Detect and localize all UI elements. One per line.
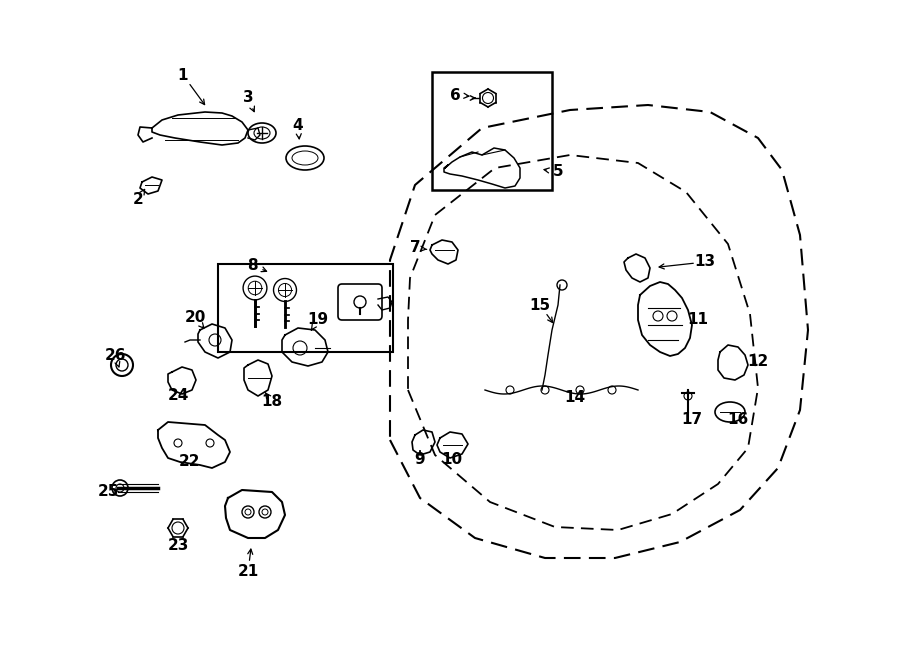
Text: 20: 20 — [184, 311, 206, 325]
Text: 4: 4 — [292, 118, 303, 132]
Text: 8: 8 — [247, 258, 257, 272]
Text: 19: 19 — [308, 313, 328, 327]
Text: 18: 18 — [261, 395, 283, 410]
Text: 17: 17 — [681, 412, 703, 428]
Text: 5: 5 — [553, 165, 563, 180]
Text: 7: 7 — [410, 241, 420, 256]
Text: 6: 6 — [450, 87, 461, 102]
Text: 11: 11 — [688, 313, 708, 327]
Text: 16: 16 — [727, 412, 749, 428]
Text: 1: 1 — [178, 67, 188, 83]
Text: 2: 2 — [132, 192, 143, 208]
Text: 21: 21 — [238, 564, 258, 580]
Text: 24: 24 — [167, 387, 189, 403]
Text: 14: 14 — [564, 391, 586, 405]
Text: 26: 26 — [104, 348, 126, 362]
Text: 9: 9 — [415, 453, 426, 467]
Text: 12: 12 — [747, 354, 769, 369]
Text: 3: 3 — [243, 91, 253, 106]
Text: 22: 22 — [179, 455, 201, 469]
Text: 10: 10 — [441, 453, 463, 467]
Text: 23: 23 — [167, 537, 189, 553]
Bar — [218, 264, 393, 352]
Bar — [432, 72, 552, 190]
Text: 15: 15 — [529, 297, 551, 313]
Text: 25: 25 — [97, 485, 119, 500]
Text: 13: 13 — [695, 254, 716, 270]
